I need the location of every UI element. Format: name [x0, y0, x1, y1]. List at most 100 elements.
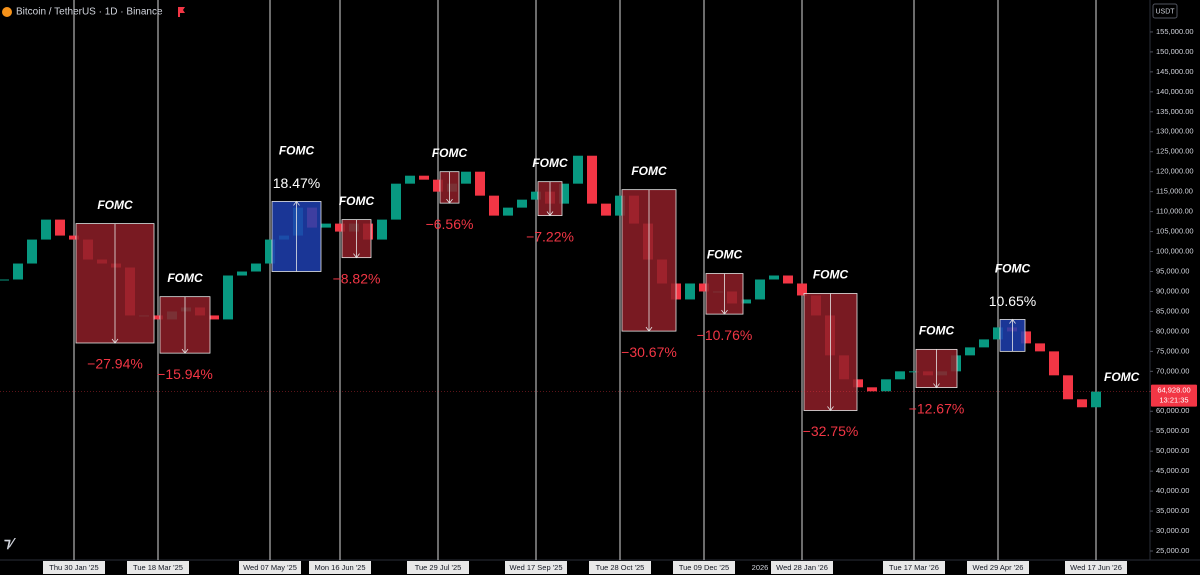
candle — [69, 235, 79, 240]
change-label: −12.67% — [909, 400, 965, 416]
coin-icon — [2, 7, 12, 17]
y-tick-label: 125,000.00 — [1156, 147, 1194, 156]
x-tick-label: Wed 17 Sep '25 — [510, 563, 563, 572]
time-label-bg — [1065, 561, 1127, 574]
candle — [517, 199, 527, 208]
y-tick-label: 70,000.00 — [1156, 366, 1189, 375]
candle — [769, 275, 779, 280]
currency-button[interactable] — [1152, 3, 1178, 19]
candle — [1063, 375, 1073, 400]
y-tick-label: 80,000.00 — [1156, 326, 1189, 335]
candle — [979, 339, 989, 348]
x-tick-label: Wed 29 Apr '26 — [973, 563, 1024, 572]
fomc-label: FOMC — [1104, 370, 1140, 384]
y-tick-label: 85,000.00 — [1156, 306, 1189, 315]
candle — [405, 175, 415, 184]
candle — [615, 195, 625, 216]
time-label-bg — [589, 561, 651, 574]
candle — [1035, 343, 1045, 352]
candle — [153, 315, 163, 320]
time-label-bg — [505, 561, 567, 574]
time-label-bg — [771, 561, 833, 574]
symbol-title: Bitcoin / TetherUS · 1D · Binance — [16, 7, 163, 18]
candle — [1077, 399, 1087, 408]
candle — [461, 171, 471, 184]
candle — [1049, 351, 1059, 376]
candle — [909, 371, 919, 373]
candle — [0, 279, 9, 281]
time-label-bg — [309, 561, 371, 574]
y-tick-label: 45,000.00 — [1156, 466, 1189, 475]
candle — [867, 387, 877, 392]
fomc-label: FOMC — [707, 248, 743, 262]
time-label-bg — [673, 561, 735, 574]
y-tick-label: 120,000.00 — [1156, 167, 1194, 176]
y-tick-label: 150,000.00 — [1156, 47, 1194, 56]
candle — [993, 327, 1003, 340]
candle — [699, 283, 709, 292]
measure-arrowhead — [1009, 318, 1016, 324]
x-tick-label: Tue 09 Dec '25 — [679, 563, 729, 572]
y-tick-label: 145,000.00 — [1156, 67, 1194, 76]
candle — [335, 223, 345, 232]
candle — [573, 155, 583, 184]
y-tick-label: 35,000.00 — [1156, 506, 1189, 515]
change-label: −10.76% — [697, 327, 753, 343]
change-label: −6.56% — [426, 216, 474, 232]
candle — [41, 219, 51, 240]
y-tick-label: 60,000.00 — [1156, 406, 1189, 415]
countdown-label: 13:21:35 — [1159, 396, 1188, 405]
flag-icon — [178, 7, 185, 17]
candle — [895, 371, 905, 380]
candle — [1091, 391, 1101, 408]
measure-arrowhead — [827, 406, 834, 412]
fomc-label: FOMC — [97, 198, 133, 212]
fomc-label: FOMC — [532, 156, 568, 170]
x-tick-label: Wed 17 Jun '26 — [1070, 563, 1122, 572]
x-tick-label: 2026 — [752, 563, 769, 572]
measure-arrowhead — [933, 383, 940, 389]
y-tick-label: 110,000.00 — [1156, 207, 1193, 216]
candle — [881, 379, 891, 392]
candle — [503, 207, 513, 216]
candle — [27, 239, 37, 264]
fomc-label: FOMC — [995, 262, 1031, 276]
fomc-label: FOMC — [631, 164, 667, 178]
x-tick-label: Thu 30 Jan '25 — [49, 563, 98, 572]
y-tick-label: 105,000.00 — [1156, 227, 1194, 236]
time-label-bg — [43, 561, 105, 574]
x-tick-label: Tue 18 Mar '25 — [133, 563, 183, 572]
x-tick-label: Mon 16 Jun '25 — [314, 563, 365, 572]
change-label: −30.67% — [621, 344, 677, 360]
candle — [741, 299, 751, 304]
candle — [209, 315, 219, 320]
candle — [13, 263, 23, 280]
time-label-bg — [967, 561, 1029, 574]
time-label-bg — [748, 561, 772, 574]
candle — [237, 271, 247, 276]
y-tick-label: 75,000.00 — [1156, 346, 1189, 355]
y-tick-label: 95,000.00 — [1156, 266, 1189, 275]
change-label: −32.75% — [803, 423, 859, 439]
y-tick-label: 140,000.00 — [1156, 87, 1194, 96]
x-tick-label: Wed 07 May '25 — [243, 563, 297, 572]
measure-arrowhead — [293, 200, 300, 206]
tv-logo: ⁊⁄ — [4, 535, 16, 551]
candle — [587, 155, 597, 204]
candle — [755, 279, 765, 300]
candle — [797, 283, 807, 296]
measure-arrowhead — [353, 253, 360, 259]
measure-arrowhead — [645, 326, 653, 332]
candle — [55, 219, 65, 236]
change-label: −8.82% — [333, 270, 381, 286]
fomc-label: FOMC — [432, 146, 468, 160]
measure-arrowhead — [111, 338, 119, 344]
y-tick-label: 100,000.00 — [1156, 247, 1194, 256]
y-tick-label: 55,000.00 — [1156, 426, 1189, 435]
last-price-label: 64,928.00 — [1157, 386, 1190, 395]
candle — [265, 239, 275, 264]
x-tick-label: Wed 28 Jan '26 — [776, 563, 828, 572]
measure-arrowhead — [181, 348, 189, 354]
